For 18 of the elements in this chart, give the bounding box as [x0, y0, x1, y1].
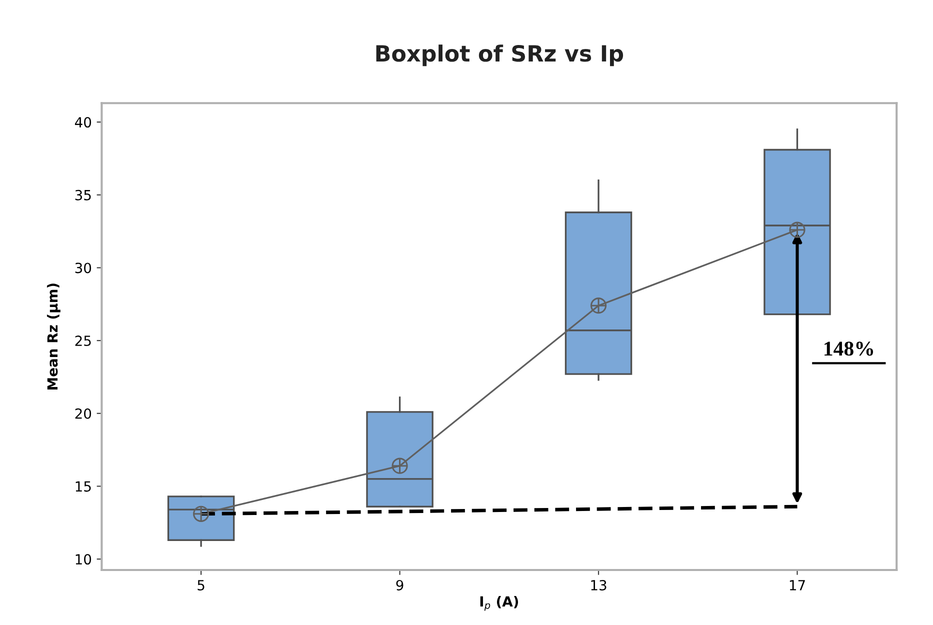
y-tick-label: 35 — [75, 190, 91, 200]
x-tick-label: 13 — [591, 580, 606, 590]
y-tick-label: 10 — [76, 554, 92, 565]
y-tick-label: 25 — [75, 336, 91, 346]
x-tick-label: 5 — [198, 580, 204, 590]
point — [392, 458, 408, 474]
y-tick-label: 40 — [74, 117, 92, 128]
x-axis-title: I$_{p}$ (A) — [480, 596, 518, 611]
x-tick-label: 9 — [396, 580, 404, 590]
y-axis-title: Mean Rz (µm) — [46, 284, 60, 390]
y-tick-label: 15 — [76, 481, 91, 492]
point — [789, 222, 806, 238]
point — [590, 298, 607, 314]
chart-title: Boxplot of SRz vs Ip — [376, 44, 624, 66]
annotation: 148% — [824, 342, 874, 356]
y-tick-label: 20 — [75, 408, 92, 419]
x-tick-label: 17 — [790, 580, 805, 590]
y-tick-label: 30 — [75, 262, 92, 274]
